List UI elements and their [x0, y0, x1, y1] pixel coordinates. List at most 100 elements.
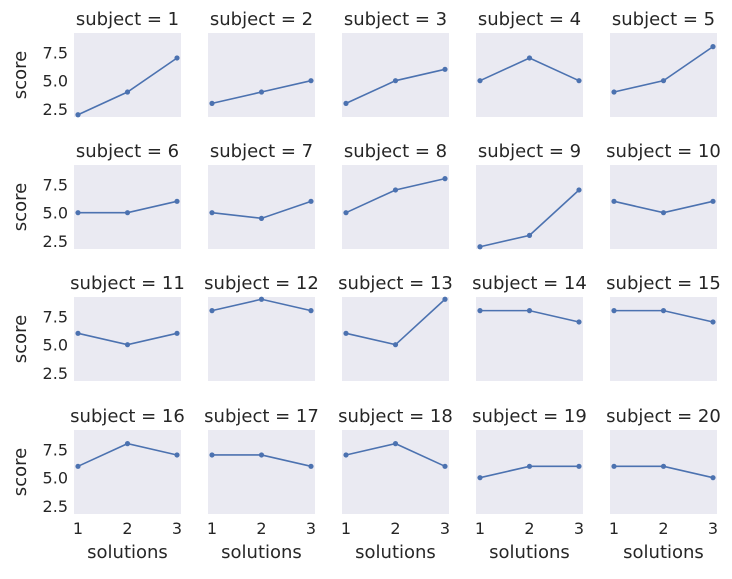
data-point	[75, 112, 81, 118]
data-point	[174, 55, 180, 61]
panel-background	[610, 33, 717, 117]
data-point	[392, 441, 399, 447]
y-tick-label: 7.5	[43, 440, 68, 459]
data-point	[75, 463, 81, 469]
panel-title: subject = 12	[204, 273, 319, 294]
x-tick-label: 2	[658, 519, 668, 538]
data-point	[611, 89, 617, 95]
data-point	[477, 475, 483, 481]
panel-title: subject = 17	[204, 406, 319, 427]
y-tick-label: 7.5	[43, 175, 68, 194]
data-point	[174, 330, 180, 336]
x-tick-label: 1	[73, 519, 83, 538]
x-tick-label: 2	[390, 519, 400, 538]
data-point	[209, 100, 215, 106]
data-point	[343, 210, 349, 216]
data-point	[75, 330, 81, 336]
x-tick-label: 3	[708, 519, 718, 538]
data-point	[343, 452, 349, 458]
data-point	[343, 330, 349, 336]
panel-title: subject = 5	[612, 9, 715, 30]
data-point	[526, 55, 533, 61]
data-point	[710, 44, 716, 50]
panel-title: subject = 14	[472, 273, 587, 294]
data-point	[258, 296, 265, 302]
data-point	[308, 308, 314, 314]
data-point	[442, 463, 448, 469]
data-point	[710, 319, 716, 325]
panel-title: subject = 2	[210, 9, 313, 30]
data-point	[526, 308, 533, 314]
data-point	[611, 463, 617, 469]
panel-background	[74, 297, 181, 381]
panel-title: subject = 7	[210, 141, 313, 162]
panel-background	[342, 33, 449, 117]
data-point	[442, 66, 448, 72]
panel-title: subject = 10	[606, 141, 721, 162]
data-point	[576, 78, 582, 84]
panel-background	[208, 297, 315, 381]
data-point	[209, 308, 215, 314]
data-point	[75, 210, 81, 216]
y-axis-label: score	[10, 183, 31, 231]
data-point	[124, 342, 131, 348]
x-axis-label: solutions	[623, 542, 704, 563]
y-tick-label: 2.5	[43, 232, 68, 251]
data-point	[258, 452, 265, 458]
data-point	[308, 198, 314, 204]
y-tick-label: 5.0	[43, 72, 68, 91]
x-tick-label: 1	[475, 519, 485, 538]
y-tick-label: 5.0	[43, 336, 68, 355]
data-point	[660, 210, 667, 216]
panel-background	[208, 33, 315, 117]
data-point	[209, 210, 215, 216]
data-point	[442, 176, 448, 182]
data-point	[576, 463, 582, 469]
x-axis-label: solutions	[221, 542, 302, 563]
data-point	[477, 78, 483, 84]
panel-title: subject = 13	[338, 273, 453, 294]
panel-title: subject = 20	[606, 406, 721, 427]
data-point	[660, 463, 667, 469]
y-tick-label: 7.5	[43, 43, 68, 62]
y-axis-label: score	[10, 315, 31, 363]
panel-title: subject = 11	[70, 273, 185, 294]
data-point	[174, 452, 180, 458]
panel-title: subject = 9	[478, 141, 581, 162]
panel-background	[74, 33, 181, 117]
panel-title: subject = 6	[76, 141, 179, 162]
data-point	[576, 319, 582, 325]
data-point	[343, 100, 349, 106]
data-point	[174, 198, 180, 204]
y-axis-label: score	[10, 51, 31, 99]
panel-title: subject = 15	[606, 273, 721, 294]
panel-title: subject = 1	[76, 9, 179, 30]
data-point	[392, 78, 399, 84]
x-tick-label: 1	[609, 519, 619, 538]
x-tick-label: 3	[172, 519, 182, 538]
data-point	[611, 198, 617, 204]
x-tick-label: 2	[256, 519, 266, 538]
panel-background	[208, 430, 315, 514]
x-tick-label: 1	[341, 519, 351, 538]
data-point	[576, 187, 582, 193]
data-point	[660, 78, 667, 84]
data-point	[209, 452, 215, 458]
panel-background	[610, 165, 717, 249]
y-tick-label: 2.5	[43, 497, 68, 516]
panel-background	[610, 430, 717, 514]
data-point	[392, 187, 399, 193]
x-axis-label: solutions	[355, 542, 436, 563]
data-point	[611, 308, 617, 314]
panel-background	[74, 165, 181, 249]
panel-background	[208, 165, 315, 249]
data-point	[124, 89, 131, 95]
x-tick-label: 3	[574, 519, 584, 538]
x-tick-label: 1	[207, 519, 217, 538]
data-point	[477, 308, 483, 314]
y-tick-label: 5.0	[43, 469, 68, 488]
x-tick-label: 3	[440, 519, 450, 538]
panel-title: subject = 3	[344, 9, 447, 30]
data-point	[477, 244, 483, 250]
y-axis-label: score	[10, 448, 31, 496]
